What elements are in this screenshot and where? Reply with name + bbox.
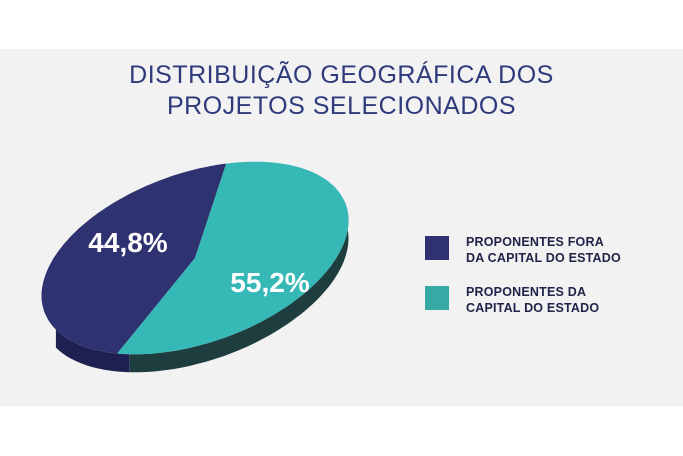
- legend-label-outside-capital-line-1: PROPONENTES FORA: [466, 235, 604, 249]
- chart-title-line-2: PROJETOS SELECIONADOS: [166, 92, 516, 120]
- legend-swatch-capital: [425, 286, 449, 310]
- legend-label-outside-capital-line-2: DA CAPITAL DO ESTADO: [466, 251, 621, 265]
- pie-label-outside-capital: 44,8%: [88, 227, 167, 258]
- pie-slice-capital: [117, 161, 349, 355]
- legend-swatch-outside-capital: [425, 236, 449, 260]
- legend-label-capital: PROPONENTES DA CAPITAL DO ESTADO: [466, 284, 676, 316]
- chart-title: DISTRIBUIÇÃO GEOGRÁFICA DOS PROJETOS SEL…: [0, 60, 683, 122]
- legend-label-capital-line-2: CAPITAL DO ESTADO: [466, 301, 600, 315]
- pie-slice-outside-capital: [41, 163, 227, 354]
- pie-label-capital: 55,2%: [230, 267, 309, 298]
- pie-side-outside: [55, 329, 130, 373]
- legend-label-outside-capital: PROPONENTES FORA DA CAPITAL DO ESTADO: [466, 234, 676, 266]
- legend-label-capital-line-1: PROPONENTES DA: [466, 285, 587, 299]
- pie-side-capital: [129, 200, 349, 373]
- chart-title-line-1: DISTRIBUIÇÃO GEOGRÁFICA DOS: [129, 61, 554, 89]
